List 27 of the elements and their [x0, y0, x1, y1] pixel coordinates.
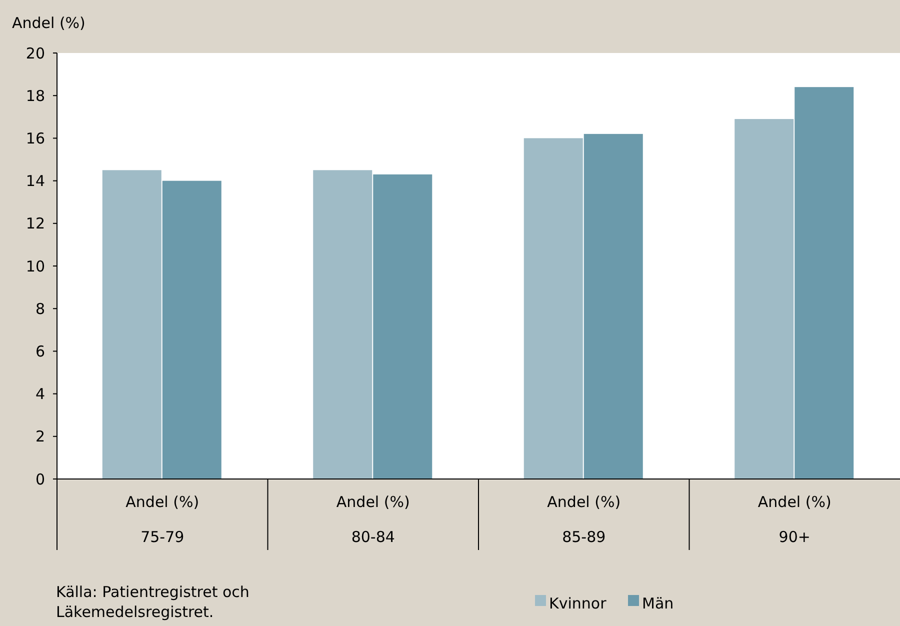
y-tick-label: 6: [35, 342, 45, 360]
x-tick-label: Andel (%) 75-79: [126, 493, 200, 546]
y-tick-label: 12: [26, 214, 45, 233]
y-tick-label: 4: [35, 385, 45, 404]
bar: [373, 174, 432, 479]
bar: [524, 138, 583, 479]
legend-label: Män: [642, 594, 674, 612]
y-tick-label: 14: [26, 172, 45, 190]
y-tick-label: 20: [26, 44, 45, 62]
x-tick-label: Andel (%) 80-84: [336, 493, 410, 546]
legend-label: Kvinnor: [549, 594, 608, 612]
bar: [734, 119, 794, 479]
y-tick-label: 2: [35, 428, 45, 446]
x-tick-label: Andel (%) 85-89: [547, 493, 621, 546]
text: Källa: Patientregistret och Läkemedelsregistret.: [56, 583, 250, 621]
bar: [313, 170, 372, 479]
y-tick-label: 0: [35, 470, 45, 488]
y-axis-title: Andel (%): [12, 14, 86, 32]
y-tick-label: 18: [26, 86, 45, 105]
bar: [794, 87, 854, 479]
bar: [162, 180, 222, 479]
y-tick-label: 8: [35, 300, 45, 318]
x-tick-label: Andel (%) 90+: [758, 493, 832, 546]
bar: [584, 134, 643, 479]
y-tick-label: 16: [26, 129, 45, 148]
bar: [102, 170, 162, 479]
y-tick-label: 10: [26, 257, 45, 276]
